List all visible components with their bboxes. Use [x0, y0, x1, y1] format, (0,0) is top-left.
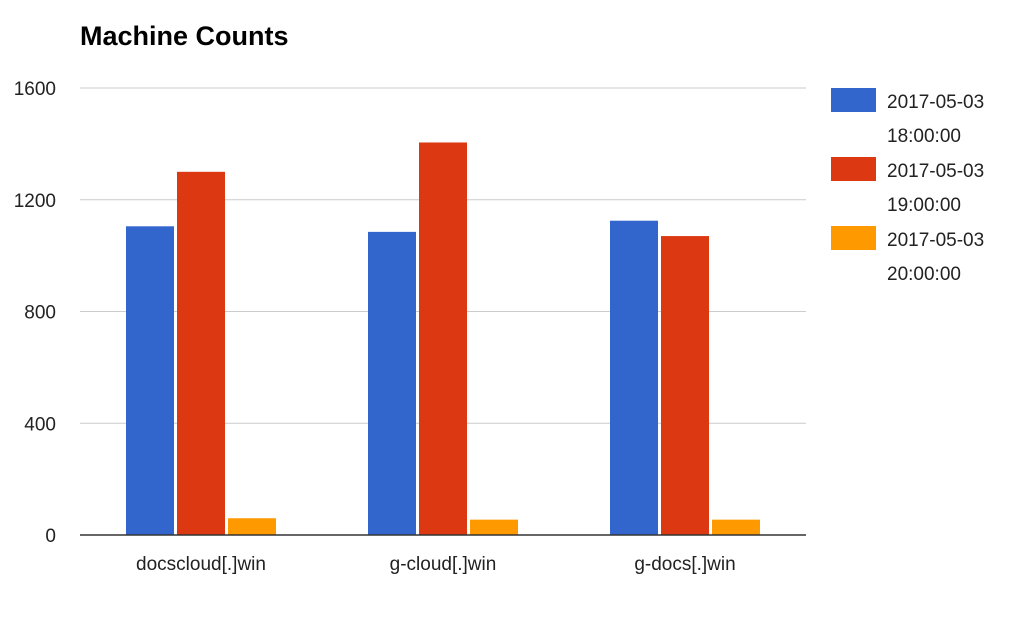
bar-3-3	[712, 519, 760, 535]
legend-label: 2017-05-03	[887, 161, 984, 182]
category-label: g-cloud[.]win	[390, 554, 497, 575]
legend-swatch	[831, 88, 876, 112]
bar-1-3	[610, 220, 658, 535]
chart-title: Machine Counts	[80, 21, 289, 51]
legend-label: 2017-05-03	[887, 92, 984, 113]
bar-1-1	[126, 226, 174, 535]
y-tick-label: 1200	[14, 191, 56, 212]
bar-2-2	[419, 142, 467, 535]
legend-label: 19:00:00	[887, 195, 961, 216]
category-label: g-docs[.]win	[634, 554, 735, 575]
bar-2-1	[177, 171, 225, 535]
bar-1-2	[368, 231, 416, 536]
legend-label: 18:00:00	[887, 126, 961, 147]
y-tick-label: 1600	[14, 79, 56, 100]
legend-swatch	[831, 157, 876, 181]
bars	[126, 142, 760, 536]
x-axis-categories: docscloud[.]win g-cloud[.]win g-docs[.]win	[136, 554, 736, 575]
y-tick-label: 400	[24, 414, 56, 435]
bar-2-3	[661, 236, 709, 535]
category-label: docscloud[.]win	[136, 554, 266, 575]
legend-label: 2017-05-03	[887, 230, 984, 251]
bar-3-1	[228, 518, 276, 535]
y-tick-label: 0	[45, 526, 56, 547]
bar-3-2	[470, 519, 518, 535]
legend-label: 20:00:00	[887, 264, 961, 285]
y-axis-ticks: 0 400 800 1200 1600	[14, 79, 56, 547]
legend-swatch	[831, 226, 876, 250]
y-tick-label: 800	[24, 303, 56, 324]
legend: 2017-05-03 18:00:00 2017-05-03 19:00:00 2017…	[831, 88, 984, 285]
